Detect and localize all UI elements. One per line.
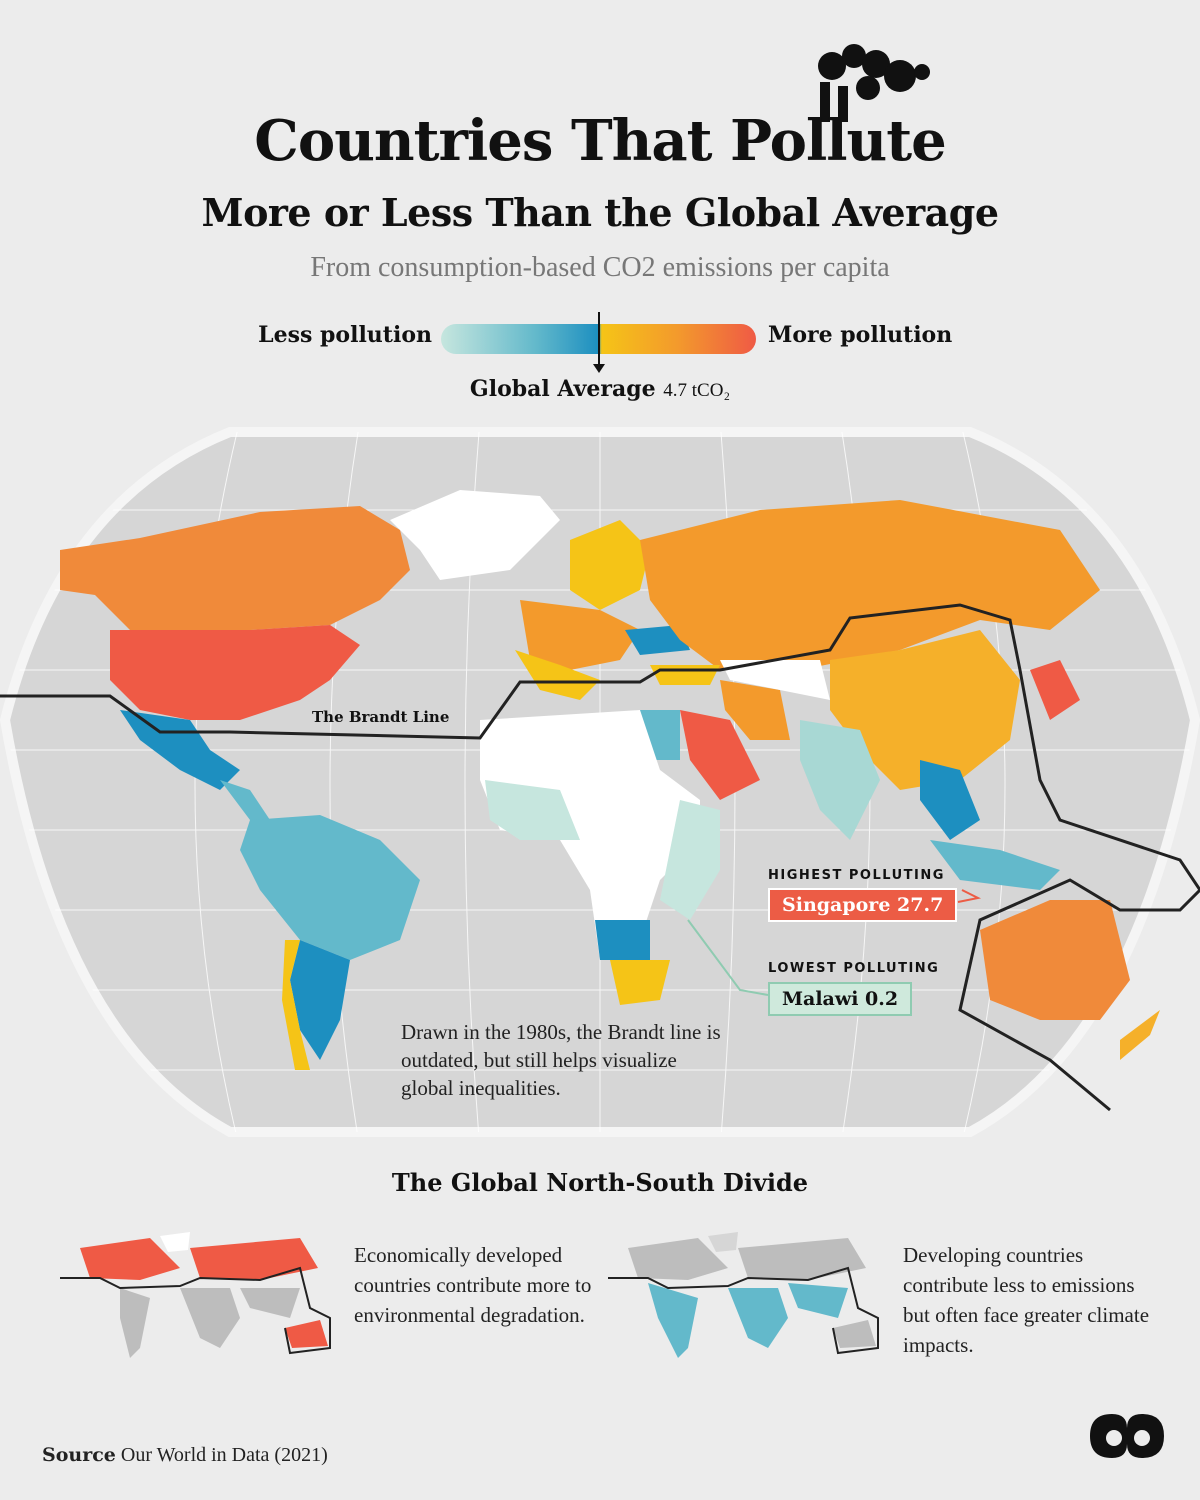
- brandt-line: [0, 603, 1200, 1112]
- region-central-america: [220, 780, 270, 820]
- global-average-text: Global Average: [469, 376, 656, 402]
- region-southeast-asia: [920, 760, 980, 840]
- lowest-leader-line: [687, 919, 769, 996]
- publisher-logo-icon: [1090, 1414, 1164, 1458]
- legend-less-label: Less pollution: [258, 322, 432, 348]
- legend-more-label: More pollution: [768, 322, 953, 348]
- world-map: [0, 427, 1200, 1137]
- region-indonesia: [930, 840, 1060, 890]
- region-west-africa: [485, 780, 580, 840]
- page-title: Countries That Pollute: [254, 108, 946, 174]
- mini-map-global-south: [608, 1232, 879, 1358]
- source-text: Our World in Data (2021): [120, 1444, 328, 1466]
- region-korea-japan: [1030, 660, 1080, 720]
- region-iran: [720, 680, 790, 740]
- source-credit: Source Our World in Data (2021): [42, 1444, 328, 1467]
- region-new-zealand: [1120, 1010, 1160, 1060]
- region-botswana: [595, 920, 650, 960]
- brandt-line-note: Drawn in the 1980s, the Brandt line is o…: [401, 1020, 721, 1100]
- region-greenland: [390, 490, 560, 580]
- subtitle: From consumption-based CO2 emissions per…: [310, 252, 890, 283]
- region-usa: [110, 625, 360, 720]
- region-russia: [640, 500, 1100, 670]
- region-europe-north: [570, 520, 650, 610]
- region-turkey: [650, 665, 720, 685]
- region-mexico: [120, 710, 240, 790]
- region-europe-south: [515, 650, 600, 700]
- highest-polluting-label: Singapore 27.7: [768, 888, 958, 922]
- page-subtitle-heading: More or Less Than the Global Average: [201, 190, 1000, 235]
- region-north-africa: [480, 710, 700, 960]
- region-china: [830, 630, 1020, 790]
- north-description: Economically developed countries contrib…: [354, 1243, 592, 1327]
- region-argentina: [290, 940, 350, 1060]
- region-east-africa: [660, 800, 720, 920]
- region-south-africa: [610, 960, 670, 1005]
- region-europe-west: [520, 600, 640, 670]
- mini-map-global-north: [60, 1232, 331, 1358]
- highest-leader-line: [957, 889, 982, 903]
- brandt-line-label: The Brandt Line: [312, 708, 450, 726]
- region-canada: [60, 506, 410, 630]
- region-india: [800, 720, 880, 840]
- region-chile: [282, 940, 310, 1070]
- pollution-smoke-icon: [818, 44, 930, 122]
- average-arrow-icon: [593, 364, 605, 373]
- divide-heading: The Global North-South Divide: [391, 1168, 809, 1197]
- lowest-polluting-label: Malawi 0.2: [768, 982, 913, 1016]
- region-australia: [980, 900, 1130, 1020]
- region-ukraine: [625, 625, 690, 655]
- global-average-label: Global Average 4.7 tCO₂: [0, 376, 1200, 402]
- lowest-polluting-caption: LOWEST POLLUTING: [768, 961, 940, 976]
- highest-polluting-caption: HIGHEST POLLUTING: [768, 868, 945, 883]
- average-marker-line: [598, 312, 600, 368]
- region-south-america-north: [240, 815, 420, 960]
- source-label: Source: [42, 1444, 116, 1466]
- region-saudi-arabia: [680, 710, 760, 800]
- south-description: Developing countries contribute less to …: [903, 1243, 1150, 1357]
- global-average-value: 4.7 tCO₂: [663, 380, 731, 401]
- region-central-asia: [720, 660, 830, 700]
